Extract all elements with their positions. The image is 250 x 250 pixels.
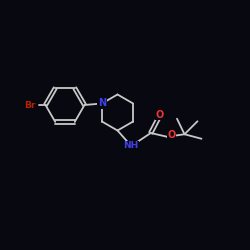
Text: O: O: [168, 130, 175, 140]
Text: N: N: [98, 98, 106, 108]
Text: O: O: [155, 110, 164, 120]
Text: NH: NH: [124, 142, 139, 150]
Text: Br: Br: [24, 100, 36, 110]
